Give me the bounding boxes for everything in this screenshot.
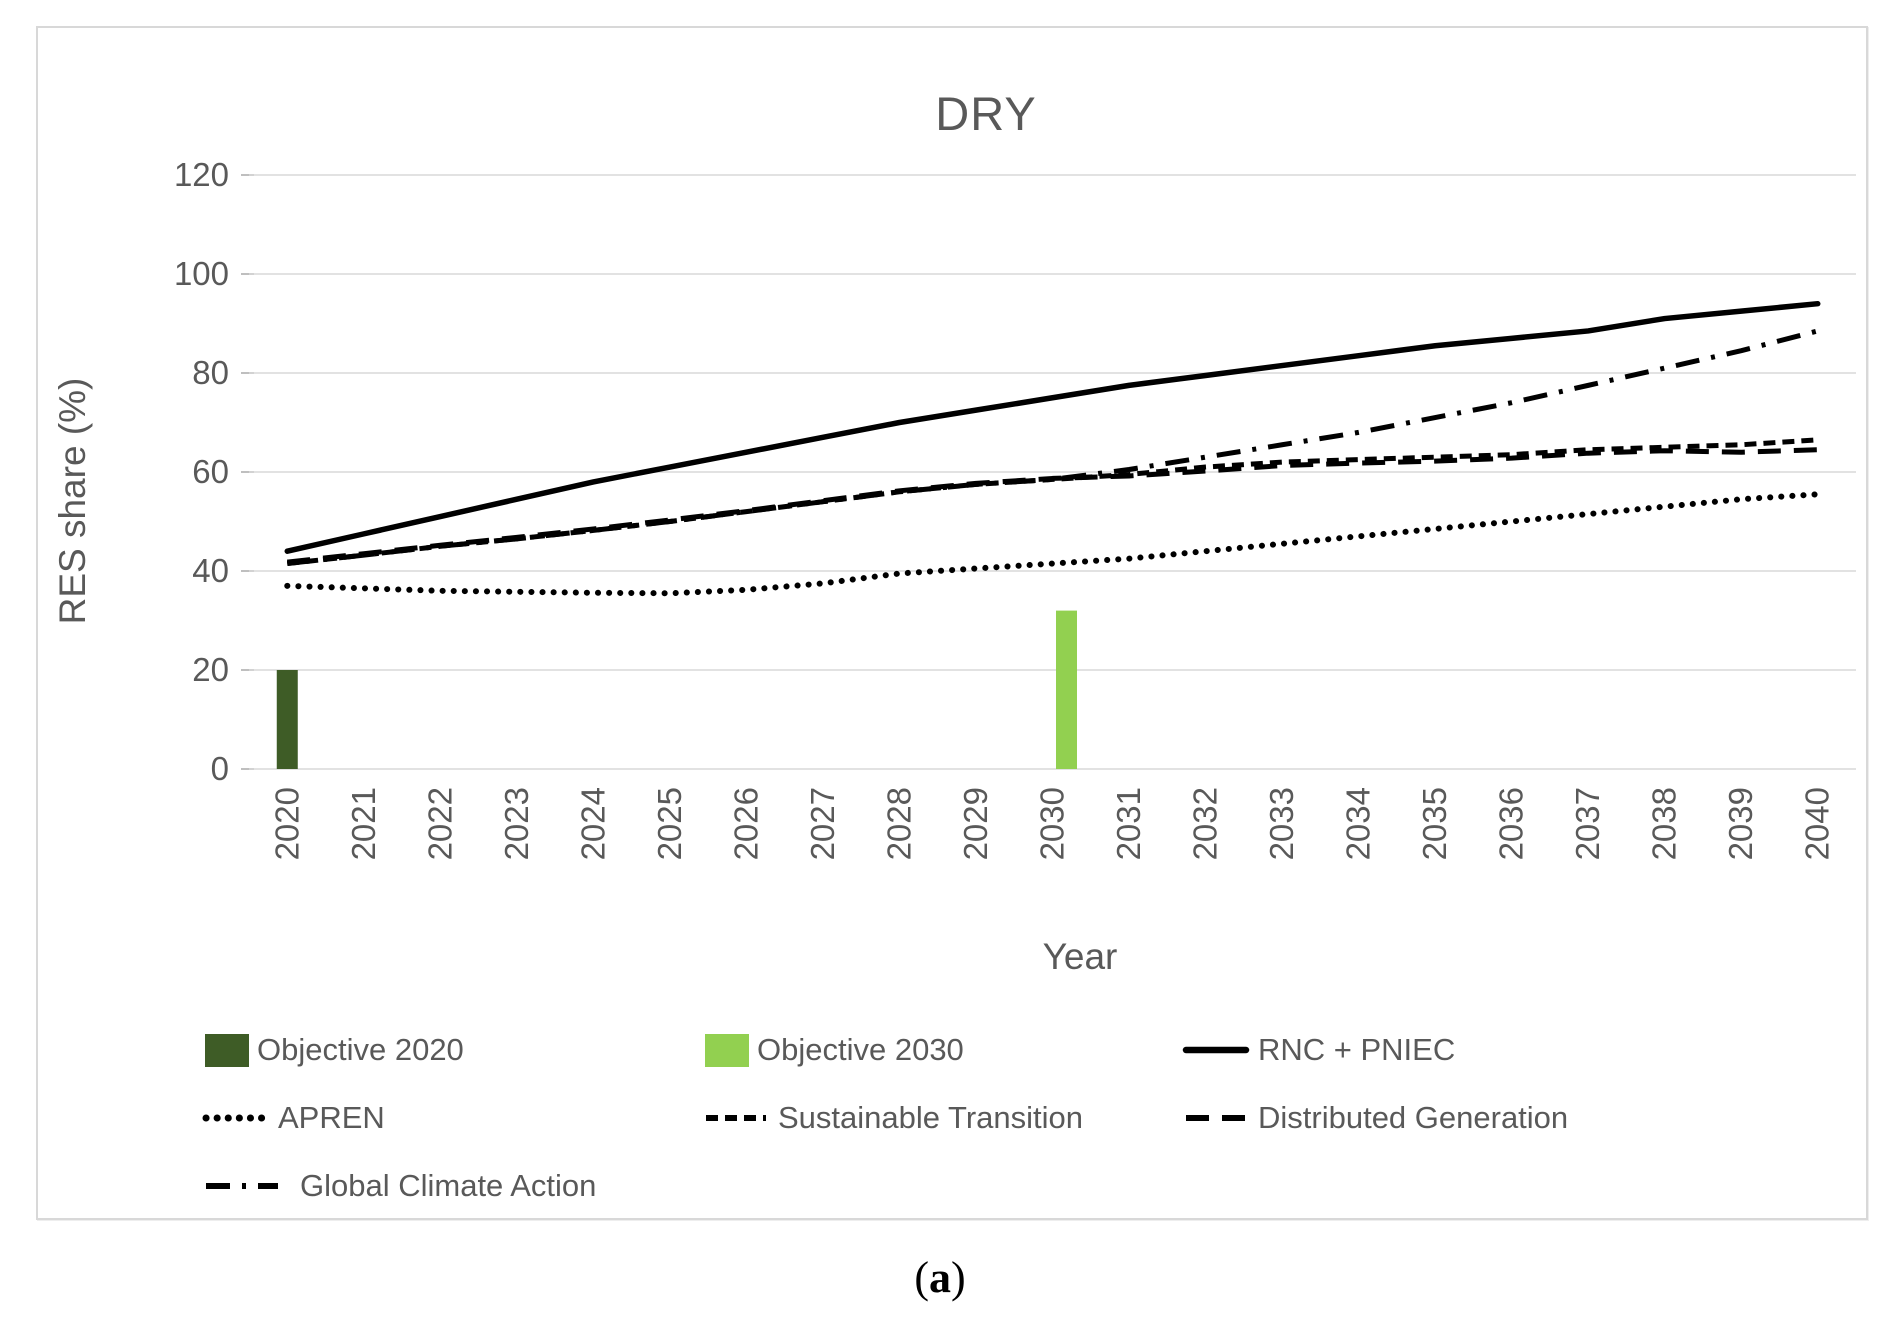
legend-item-distributed-generation: Distributed Generation xyxy=(1182,1098,1568,1138)
legend-label: Sustainable Transition xyxy=(778,1100,1084,1135)
legend-item-global-climate-action: Global Climate Action xyxy=(202,1166,596,1206)
x-tick-label: 2038 xyxy=(1646,787,1683,860)
x-tick-label: 2032 xyxy=(1187,787,1224,860)
x-tick-label: 2027 xyxy=(804,787,841,860)
y-tick-label: 120 xyxy=(174,156,229,193)
series-line-global-climate-action xyxy=(286,328,1819,567)
y-tick-label: 20 xyxy=(192,651,229,688)
x-tick-label: 2034 xyxy=(1340,787,1377,860)
x-tick-label: 2023 xyxy=(498,787,535,860)
y-tick-label: 100 xyxy=(174,255,229,292)
legend-label: Distributed Generation xyxy=(1258,1100,1569,1135)
x-tick-label: 2037 xyxy=(1569,787,1606,860)
x-axis-title: Year xyxy=(1042,936,1118,977)
y-tick-label: 80 xyxy=(192,354,229,391)
x-tick-label: 2026 xyxy=(727,787,764,860)
x-tick-label: 2039 xyxy=(1722,787,1759,860)
x-tick-label: 2030 xyxy=(1034,787,1071,860)
x-tick-label: 2028 xyxy=(880,787,917,860)
legend-label: Objective 2030 xyxy=(757,1032,964,1067)
y-tick-label: 0 xyxy=(211,750,229,787)
dotted-line-marker-icon xyxy=(202,1114,270,1122)
x-tick-label: 2025 xyxy=(651,787,688,860)
x-tick-label: 2022 xyxy=(421,787,458,860)
series-line-rnc-pniec xyxy=(284,300,1821,554)
legend-item-sustainable-transition: Sustainable Transition xyxy=(702,1098,1083,1138)
long-dash-line-marker-icon xyxy=(1186,1115,1246,1121)
figure-caption: (a) xyxy=(914,1253,966,1302)
x-tick-label: 2031 xyxy=(1110,787,1147,860)
x-tick-label: 2029 xyxy=(957,787,994,860)
x-tick-label: 2036 xyxy=(1493,787,1530,860)
legend-label: RNC + PNIEC xyxy=(1258,1032,1456,1067)
series-line-apren xyxy=(284,491,1821,597)
legend-label: Global Climate Action xyxy=(300,1168,597,1203)
y-tick-label: 60 xyxy=(192,453,229,490)
x-tick-label: 2040 xyxy=(1799,787,1836,860)
short-dash-line-marker-icon xyxy=(706,1115,766,1121)
y-tick-label: 40 xyxy=(192,552,229,589)
x-tick-label: 2020 xyxy=(268,787,305,860)
chart-title: DRY xyxy=(935,87,1037,140)
x-tick-label: 2033 xyxy=(1263,787,1300,860)
legend-label: Objective 2020 xyxy=(257,1032,464,1067)
legend-item-objective-2020: Objective 2020 xyxy=(205,1030,464,1070)
bar-objective-2030 xyxy=(1056,610,1077,769)
x-tick-label: 2035 xyxy=(1416,787,1453,860)
legend-item-rnc-pniec: RNC + PNIEC xyxy=(1182,1030,1455,1070)
x-tick-label: 2021 xyxy=(345,787,382,860)
dash-dot-line-marker-icon xyxy=(206,1183,278,1189)
series-line-distributed-generation xyxy=(286,447,1818,565)
legend-item-objective-2030: Objective 2030 xyxy=(705,1030,964,1070)
legend-label: APREN xyxy=(278,1100,385,1135)
objective-2020-swatch-icon xyxy=(205,1033,249,1067)
bar-objective-2020 xyxy=(276,670,298,769)
x-tick-label: 2024 xyxy=(574,787,611,860)
chart-figure: DRY RES share (%) Year 0 20 40 60 80 100 120 20… xyxy=(36,26,1868,1220)
legend-item-apren: APREN xyxy=(202,1098,385,1138)
objective-2030-swatch-icon xyxy=(705,1033,749,1067)
solid-line-marker-icon xyxy=(1182,1046,1250,1054)
